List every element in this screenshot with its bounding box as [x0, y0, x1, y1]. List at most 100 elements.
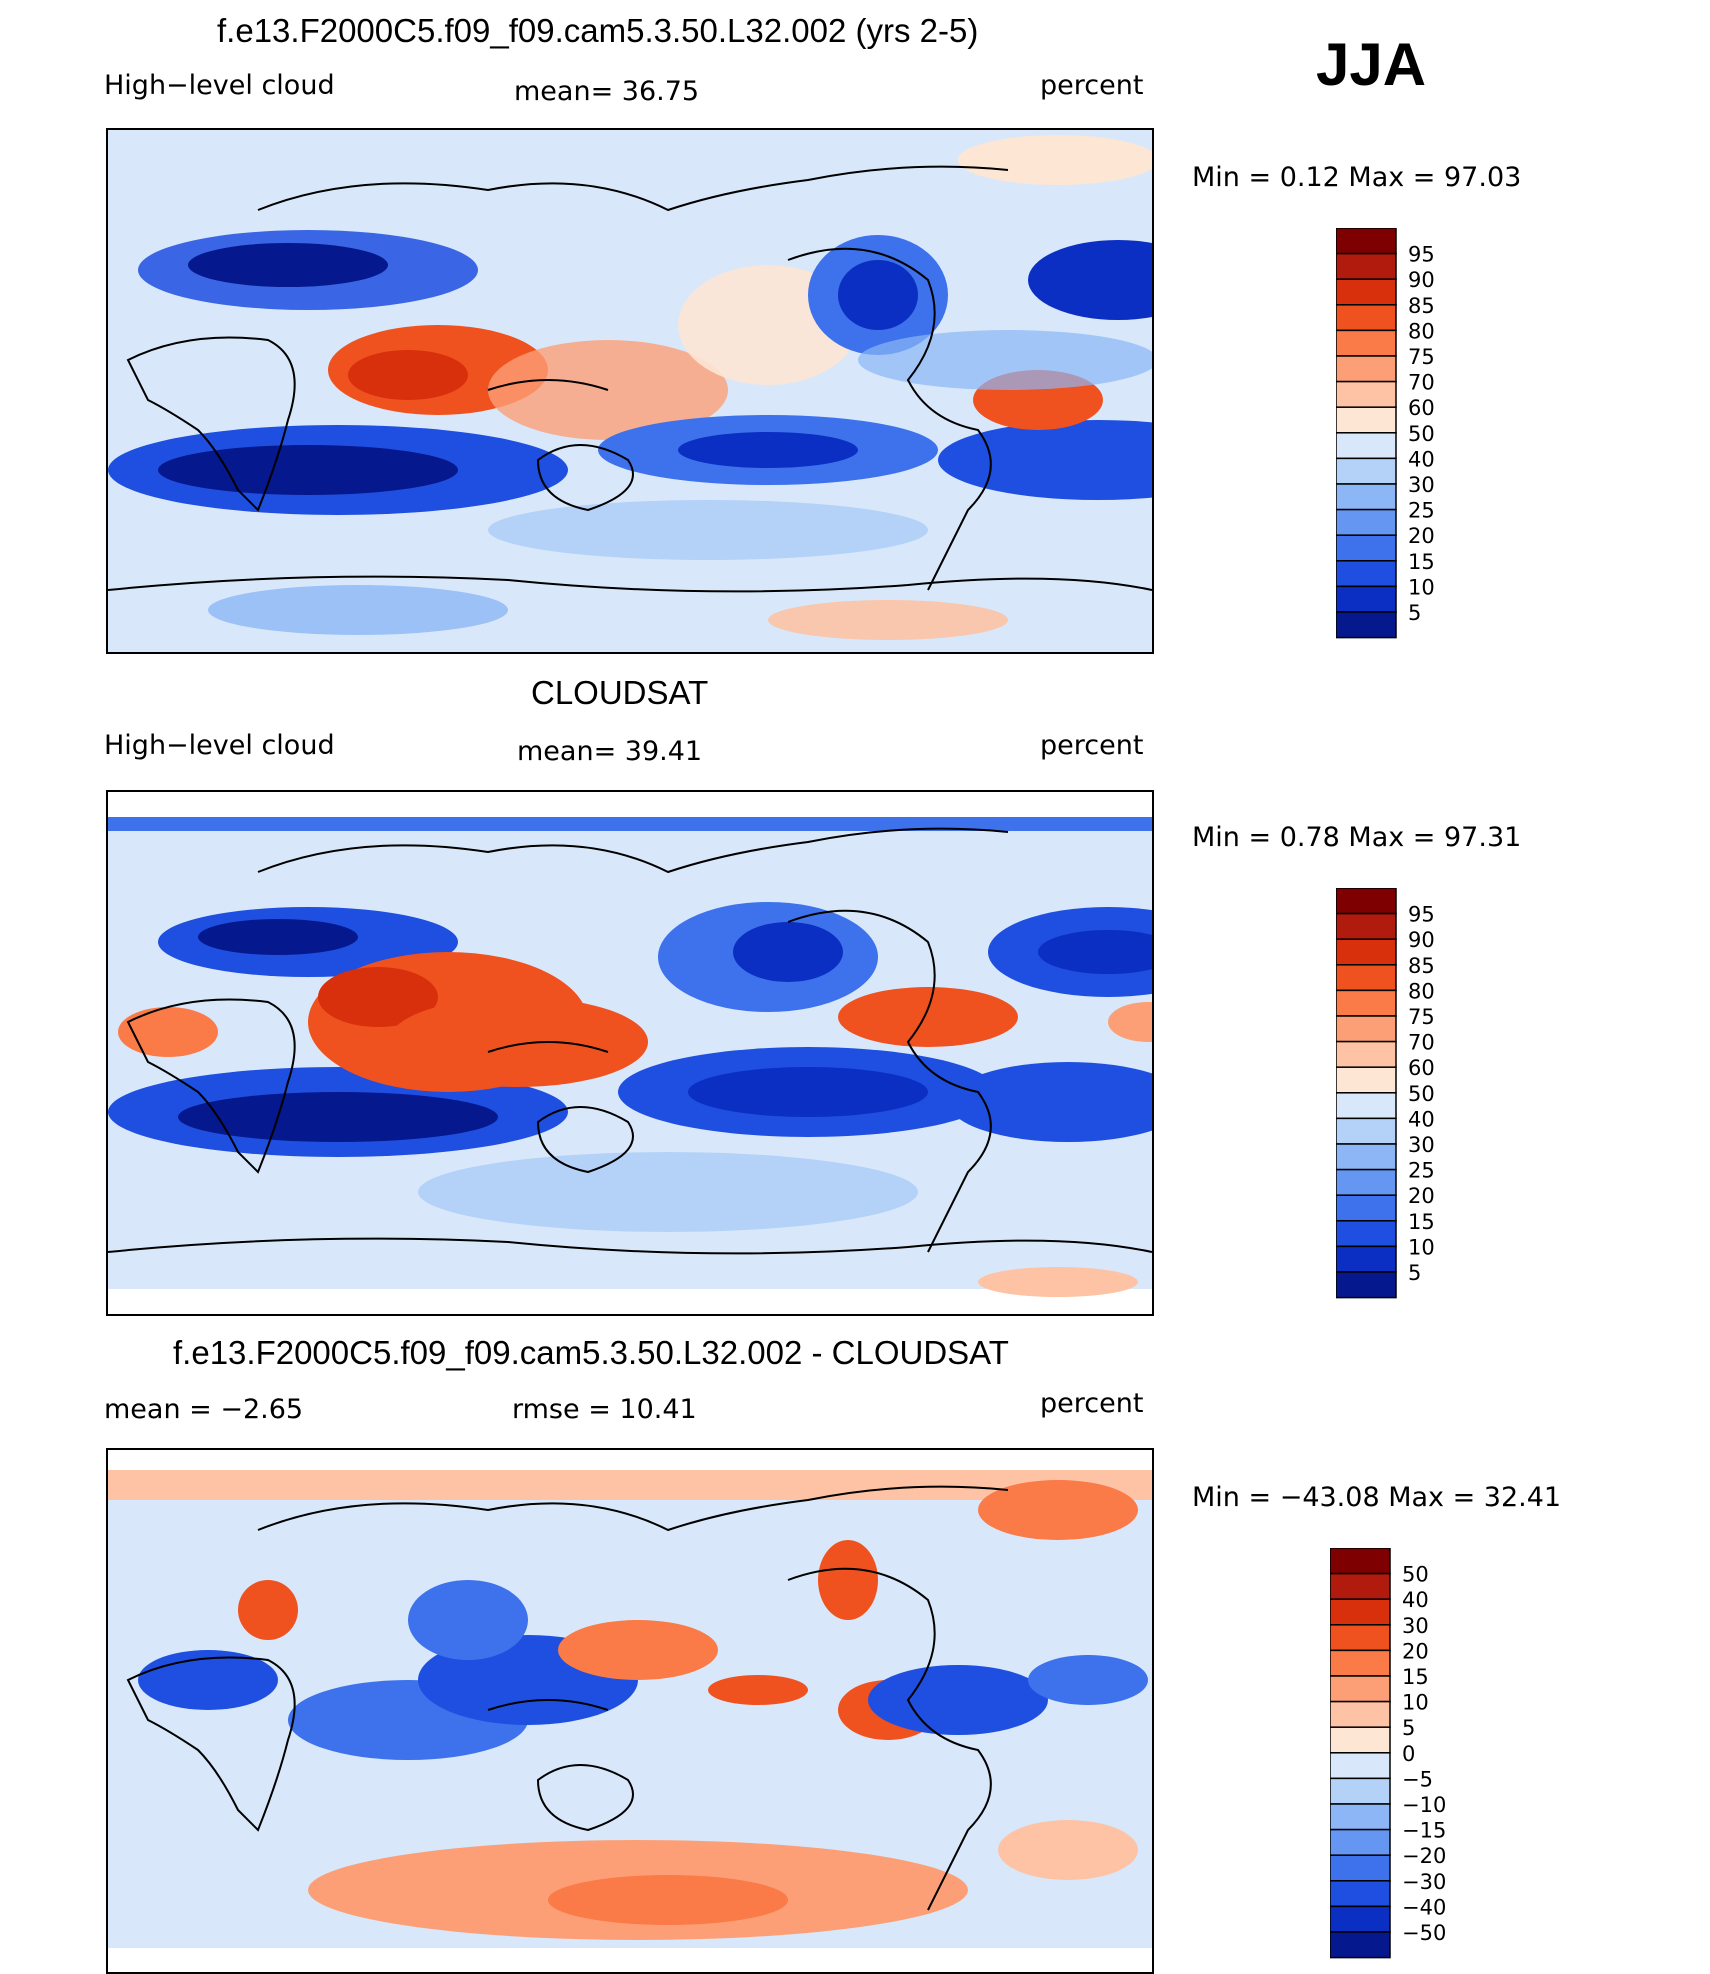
colorbar-swatch: [1336, 406, 1397, 434]
colorbar-tick-label: 85: [1408, 294, 1435, 318]
colorbar-swatch: [1330, 1880, 1391, 1908]
colorbar-swatch: [1336, 1092, 1397, 1120]
colorbar-swatch: [1330, 1905, 1391, 1933]
colorbar-swatch: [1336, 1168, 1397, 1196]
colorbar-tick-label: −20: [1402, 1844, 1446, 1868]
colorbar-swatch: [1336, 964, 1397, 992]
colorbar-swatch: [1330, 1777, 1391, 1805]
panel1-heatmap: [108, 130, 1152, 652]
panel3-minmax: Min = −43.08 Max = 32.41: [1192, 1482, 1562, 1513]
colorbar-tick-label: 50: [1408, 1082, 1435, 1106]
colorbar-tick-label: 0: [1402, 1742, 1415, 1766]
colorbar-swatch: [1336, 1117, 1397, 1145]
panel3-units-label: percent: [1040, 1388, 1144, 1419]
colorbar-tick-label: 5: [1408, 1261, 1421, 1285]
colorbar-swatch: [1336, 1040, 1397, 1068]
colorbar-tick-label: 50: [1402, 1563, 1429, 1587]
panel3-heatmap: [108, 1470, 1152, 1948]
panel2-map: [106, 790, 1154, 1316]
colorbar-tick-label: 20: [1402, 1639, 1429, 1663]
colorbar-swatch: [1336, 380, 1397, 408]
colorbar-swatch: [1330, 1675, 1391, 1703]
colorbar-tick-label: −50: [1402, 1921, 1446, 1945]
season-label: JJA: [1316, 31, 1427, 98]
colorbar-tick-label: 5: [1408, 601, 1421, 625]
panel3-title: f.e13.F2000C5.f09_f09.cam5.3.50.L32.002 …: [173, 1334, 1009, 1371]
colorbar-tick-label: 40: [1408, 1107, 1435, 1131]
colorbar-swatch: [1336, 1245, 1397, 1273]
colorbar-swatch: [1330, 1726, 1391, 1754]
colorbar-tick-label: 70: [1408, 371, 1435, 395]
colorbar-tick-label: 25: [1408, 499, 1435, 523]
colorbar-tick-label: 10: [1402, 1691, 1429, 1715]
colorbar-tick-label: 30: [1408, 1133, 1435, 1157]
panel2-title: CLOUDSAT: [531, 674, 709, 711]
colorbar-tick-label: 15: [1402, 1665, 1429, 1689]
panel2-units-label: percent: [1040, 730, 1144, 761]
panel1-units-label: percent: [1040, 70, 1144, 101]
colorbar-swatch: [1336, 432, 1397, 460]
colorbar-tick-label: −5: [1402, 1767, 1433, 1791]
colorbar-swatch: [1336, 457, 1397, 485]
panel3-map: [106, 1448, 1154, 1974]
colorbar-tick-label: 85: [1408, 954, 1435, 978]
panel2-minmax: Min = 0.78 Max = 97.31: [1192, 822, 1522, 853]
colorbar-tick-label: −15: [1402, 1819, 1446, 1843]
colorbar-swatch: [1336, 989, 1397, 1017]
colorbar-swatch: [1336, 278, 1397, 306]
colorbar-tick-label: 25: [1408, 1159, 1435, 1183]
colorbar-swatch: [1336, 508, 1397, 536]
colorbar-swatch: [1336, 329, 1397, 357]
colorbar-swatch: [1330, 1649, 1391, 1677]
colorbar-swatch: [1336, 534, 1397, 562]
colorbar-tick-label: 90: [1408, 928, 1435, 952]
colorbar-swatch: [1336, 611, 1397, 639]
colorbar-swatch: [1330, 1572, 1391, 1600]
colorbar-tick-label: −10: [1402, 1793, 1446, 1817]
colorbar-swatch: [1336, 228, 1397, 255]
colorbar-swatch: [1336, 1271, 1397, 1299]
colorbar-tick-label: 15: [1408, 550, 1435, 574]
colorbar-tick-label: 20: [1408, 524, 1435, 548]
colorbar-tick-label: 90: [1408, 268, 1435, 292]
panel2-left-label: High−level cloud: [104, 730, 335, 761]
colorbar-swatch: [1336, 1143, 1397, 1171]
colorbar-swatch: [1330, 1548, 1391, 1575]
colorbar-swatch: [1336, 483, 1397, 511]
colorbar-swatch: [1336, 1066, 1397, 1094]
colorbar-tick-label: 60: [1408, 1056, 1435, 1080]
colorbar-tick-label: 75: [1408, 1005, 1435, 1029]
colorbar-tick-label: 20: [1408, 1184, 1435, 1208]
colorbar-swatch: [1330, 1598, 1391, 1626]
colorbar-tick-label: −30: [1402, 1870, 1446, 1894]
colorbar-tick-label: 60: [1408, 396, 1435, 420]
panel3-mean-label: mean = −2.65: [104, 1394, 304, 1425]
colorbar-tick-label: 15: [1408, 1210, 1435, 1234]
colorbar-swatch: [1336, 1015, 1397, 1043]
colorbar-tick-label: −40: [1402, 1895, 1446, 1919]
colorbar-tick-label: 40: [1408, 447, 1435, 471]
panel2-mean-label: mean= 39.41: [517, 736, 703, 767]
colorbar-swatch: [1330, 1931, 1391, 1959]
colorbar-swatch: [1330, 1803, 1391, 1831]
colorbar-swatch: [1336, 304, 1397, 332]
colorbar-tick-label: 10: [1408, 575, 1435, 599]
panel1-map: [106, 128, 1154, 654]
colorbar-tick-label: 95: [1408, 903, 1435, 927]
colorbar-swatch: [1330, 1624, 1391, 1652]
colorbar-swatch: [1336, 1194, 1397, 1222]
colorbar-tick-label: 40: [1402, 1588, 1429, 1612]
colorbar-swatch: [1336, 560, 1397, 588]
colorbar-swatch: [1336, 888, 1397, 915]
colorbar-tick-label: 95: [1408, 243, 1435, 267]
colorbar-swatch: [1336, 585, 1397, 613]
colorbar-swatch: [1336, 938, 1397, 966]
colorbar-swatch: [1330, 1854, 1391, 1882]
panel1-left-label: High−level cloud: [104, 70, 335, 101]
colorbar-swatch: [1336, 252, 1397, 280]
panel2-heatmap: [108, 817, 1152, 1297]
colorbar-tick-label: 30: [1402, 1614, 1429, 1638]
colorbar-tick-label: 70: [1408, 1031, 1435, 1055]
